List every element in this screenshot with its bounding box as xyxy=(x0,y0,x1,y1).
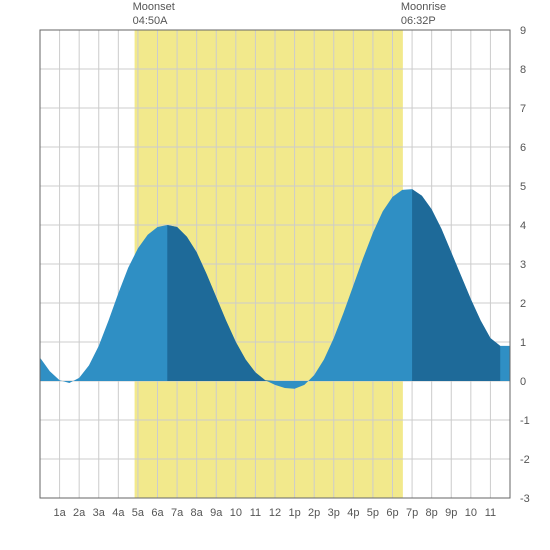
annotation-title: Moonrise xyxy=(401,0,446,14)
y-tick-label: 3 xyxy=(520,259,526,271)
x-tick-label: 7p xyxy=(406,507,418,519)
x-tick-label: 2a xyxy=(73,507,86,519)
annotation-time: 04:50A xyxy=(133,14,175,28)
x-tick-label: 8a xyxy=(191,507,204,519)
y-tick-label: 1 xyxy=(520,337,526,349)
y-tick-label: 5 xyxy=(520,181,526,193)
x-tick-label: 6a xyxy=(151,507,164,519)
y-tick-label: 9 xyxy=(520,25,526,37)
x-tick-label: 3a xyxy=(93,507,106,519)
x-tick-label: 9p xyxy=(445,507,457,519)
y-tick-label: 2 xyxy=(520,298,526,310)
x-tick-label: 10 xyxy=(465,507,477,519)
moon-annotation: Moonset04:50A xyxy=(133,0,175,29)
x-tick-label: 9a xyxy=(210,507,223,519)
x-tick-label: 11 xyxy=(250,507,261,519)
y-tick-label: 0 xyxy=(520,376,526,388)
annotation-time: 06:32P xyxy=(401,14,446,28)
annotation-title: Moonset xyxy=(133,0,175,14)
x-tick-label: 4p xyxy=(347,507,359,519)
y-tick-label: 8 xyxy=(520,64,526,76)
y-tick-label: -1 xyxy=(520,415,530,427)
y-tick-label: 6 xyxy=(520,142,526,154)
x-tick-label: 7a xyxy=(171,507,184,519)
y-tick-label: -2 xyxy=(520,454,530,466)
chart-svg: 1a2a3a4a5a6a7a8a9a1011121p2p3p4p5p6p7p8p… xyxy=(0,0,550,550)
x-tick-label: 5a xyxy=(132,507,145,519)
x-tick-label: 10 xyxy=(230,507,242,519)
moon-annotation: Moonrise06:32P xyxy=(401,0,446,29)
x-tick-label: 5p xyxy=(367,507,379,519)
x-tick-label: 1p xyxy=(288,507,300,519)
x-tick-label: 11 xyxy=(485,507,496,519)
x-tick-label: 6p xyxy=(386,507,398,519)
x-tick-label: 1a xyxy=(53,507,66,519)
y-tick-label: 4 xyxy=(520,220,526,232)
x-tick-label: 8p xyxy=(426,507,438,519)
y-tick-label: -3 xyxy=(520,493,530,505)
x-tick-label: 2p xyxy=(308,507,320,519)
tide-chart: 1a2a3a4a5a6a7a8a9a1011121p2p3p4p5p6p7p8p… xyxy=(0,0,550,550)
x-tick-label: 4a xyxy=(112,507,125,519)
y-tick-label: 7 xyxy=(520,103,526,115)
x-tick-label: 3p xyxy=(328,507,340,519)
x-tick-label: 12 xyxy=(269,507,281,519)
